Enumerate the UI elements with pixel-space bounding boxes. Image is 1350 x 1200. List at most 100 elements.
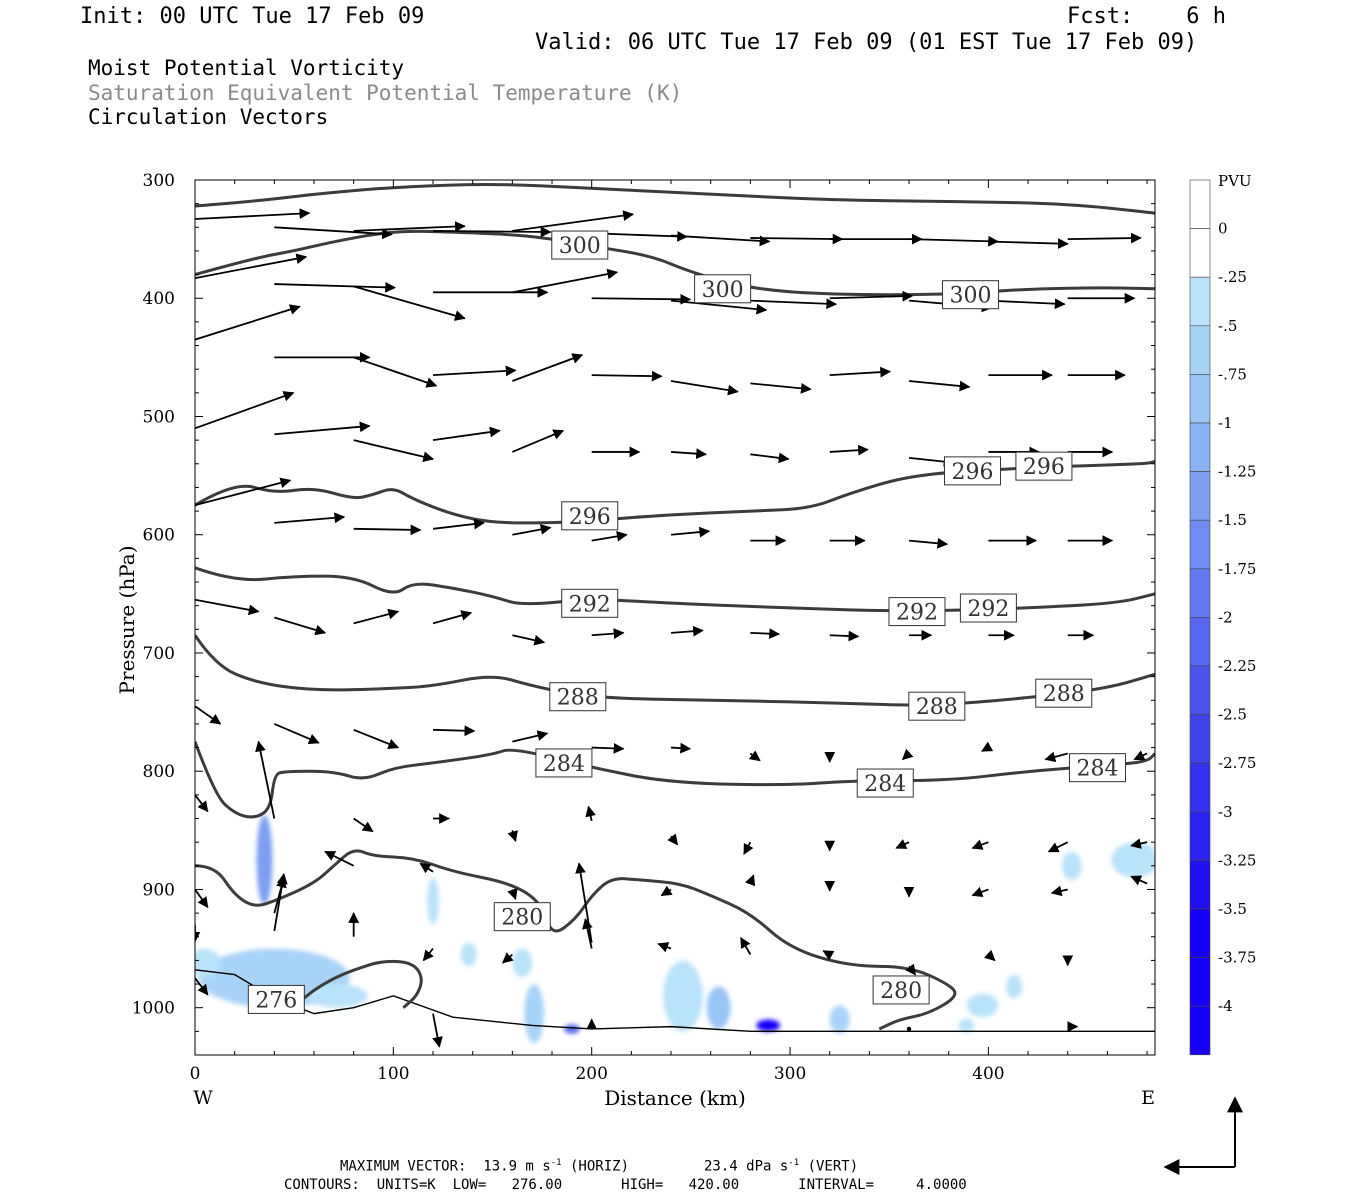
contour-label-box bbox=[944, 456, 1002, 486]
circulation-vector bbox=[971, 839, 989, 850]
circulation-vector bbox=[657, 942, 672, 953]
circulation-vector bbox=[591, 370, 663, 382]
colorbar-segment bbox=[1189, 519, 1211, 570]
colorbar-segment bbox=[1189, 568, 1211, 618]
circulation-vector bbox=[512, 730, 549, 743]
circulation-vector bbox=[670, 234, 771, 247]
circulation-vector bbox=[750, 382, 812, 394]
circulation-vector bbox=[909, 235, 999, 247]
colorbar-segment bbox=[1189, 665, 1211, 715]
y-tick-label: 400 bbox=[143, 289, 175, 309]
contour-label-box bbox=[1015, 451, 1073, 481]
circulation-vector bbox=[512, 429, 565, 453]
x-tick-label: 300 bbox=[774, 1064, 806, 1084]
y-tick-label: 500 bbox=[143, 407, 175, 427]
pv-blob-0 bbox=[256, 814, 273, 905]
axes: 0 100 200 300 400 300 400 500 600 700 800 900 1000 bbox=[132, 171, 1155, 1084]
circulation-vector bbox=[591, 531, 628, 542]
circulation-vector bbox=[195, 705, 222, 725]
colorbar-label: -2.5 bbox=[1218, 706, 1247, 724]
contour-label-box bbox=[1068, 753, 1126, 783]
y-tick-label: 300 bbox=[143, 171, 175, 191]
colorbar-label: -4 bbox=[1218, 997, 1233, 1015]
circulation-vector bbox=[274, 616, 327, 636]
contour-label-300: 300 bbox=[551, 230, 609, 260]
pv-blob-18 bbox=[958, 1018, 975, 1033]
x-end-label-west: W bbox=[193, 1087, 213, 1109]
circulation-vector bbox=[906, 1026, 912, 1032]
valid-time: Valid: 06 UTC Tue 17 Feb 09 (01 EST Tue … bbox=[535, 30, 1198, 55]
plot-frame bbox=[194, 179, 1156, 1056]
circulation-vector bbox=[1130, 838, 1148, 849]
circulation-vector bbox=[1067, 232, 1142, 244]
pv-shading bbox=[195, 814, 1155, 1044]
contour-label-292: 292 bbox=[959, 593, 1017, 623]
circulation-vector bbox=[1047, 841, 1069, 853]
circulation-vector bbox=[988, 298, 1066, 310]
colorbar-segment bbox=[1189, 762, 1211, 813]
circulation-vector bbox=[512, 634, 546, 646]
contour-label-276: 276 bbox=[247, 984, 305, 1014]
circulation-vector bbox=[195, 888, 209, 909]
circulation-vector bbox=[748, 750, 761, 762]
colorbar-segment bbox=[1189, 1005, 1211, 1056]
circulation-vector bbox=[670, 526, 711, 538]
contour-label-box bbox=[551, 230, 609, 260]
x-tick-label: 0 bbox=[190, 1064, 201, 1084]
colorbar-label: -1.5 bbox=[1218, 511, 1247, 529]
max-vector-vert-exponent: -1 bbox=[788, 1158, 800, 1168]
circulation-vector bbox=[908, 537, 949, 549]
contour-label-box bbox=[561, 588, 619, 618]
circulation-vector bbox=[273, 723, 320, 744]
circulation-vector bbox=[981, 741, 994, 752]
circulation-vector bbox=[353, 439, 435, 463]
circulation-vector bbox=[274, 421, 371, 436]
circulation-vector bbox=[353, 356, 438, 388]
circulation-vector bbox=[822, 950, 835, 961]
circulation-vector bbox=[750, 298, 838, 310]
colorbar-segment bbox=[1189, 908, 1211, 958]
y-tick-label: 1000 bbox=[132, 999, 175, 1019]
colorbar-segment bbox=[1189, 179, 1211, 229]
pv-blob-8 bbox=[524, 984, 545, 1044]
circulation-vector bbox=[988, 238, 1069, 249]
colorbar-segment bbox=[1189, 957, 1211, 1007]
circulation-vector bbox=[905, 963, 917, 976]
circulation-vector bbox=[670, 742, 692, 754]
contour-label-box bbox=[959, 593, 1017, 623]
contour-label-292: 292 bbox=[561, 588, 619, 618]
colorbar-segment bbox=[1189, 422, 1211, 472]
colorbar-segment bbox=[1189, 276, 1211, 327]
contour-label-text: 284 bbox=[864, 772, 906, 797]
contour-label-text: 280 bbox=[501, 906, 543, 931]
colorbar-label: -2 bbox=[1218, 608, 1233, 626]
circulation-vector bbox=[433, 226, 552, 238]
circulation-vector bbox=[195, 977, 209, 996]
contour-labels: 300 300 300 296 296 296 292 292 292 288 288 288 284 2… bbox=[247, 230, 1126, 1014]
circulation-vector bbox=[353, 608, 400, 625]
circulation-vector bbox=[353, 285, 466, 321]
circulation-vector bbox=[971, 886, 989, 898]
pv-blob-5 bbox=[427, 877, 439, 925]
circulation-vector bbox=[750, 452, 790, 464]
max-vector-horiz-suffix: (HORIZ) bbox=[561, 1158, 629, 1175]
contour-label-284: 284 bbox=[535, 748, 593, 778]
circulation-vector bbox=[660, 885, 673, 897]
x-tick-label: 100 bbox=[377, 1064, 409, 1084]
circulation-vector bbox=[670, 448, 708, 460]
colorbar-label: -2.75 bbox=[1218, 754, 1256, 772]
contour-label-text: 276 bbox=[255, 988, 297, 1013]
colorbar-label: -3.75 bbox=[1218, 949, 1256, 967]
colorbar-label: -.75 bbox=[1218, 365, 1247, 383]
contour-label-text: 284 bbox=[543, 752, 585, 777]
circulation-vector bbox=[908, 380, 971, 392]
circulation-vector bbox=[901, 748, 914, 761]
colorbar-label: -3.5 bbox=[1218, 900, 1247, 918]
circulation-vector bbox=[195, 391, 295, 430]
contour-label-text: 300 bbox=[950, 284, 992, 309]
circulation-vector bbox=[667, 833, 679, 846]
circulation-vector bbox=[195, 794, 209, 813]
circulation-vector bbox=[670, 299, 768, 315]
colorbar-segment bbox=[1189, 860, 1211, 910]
